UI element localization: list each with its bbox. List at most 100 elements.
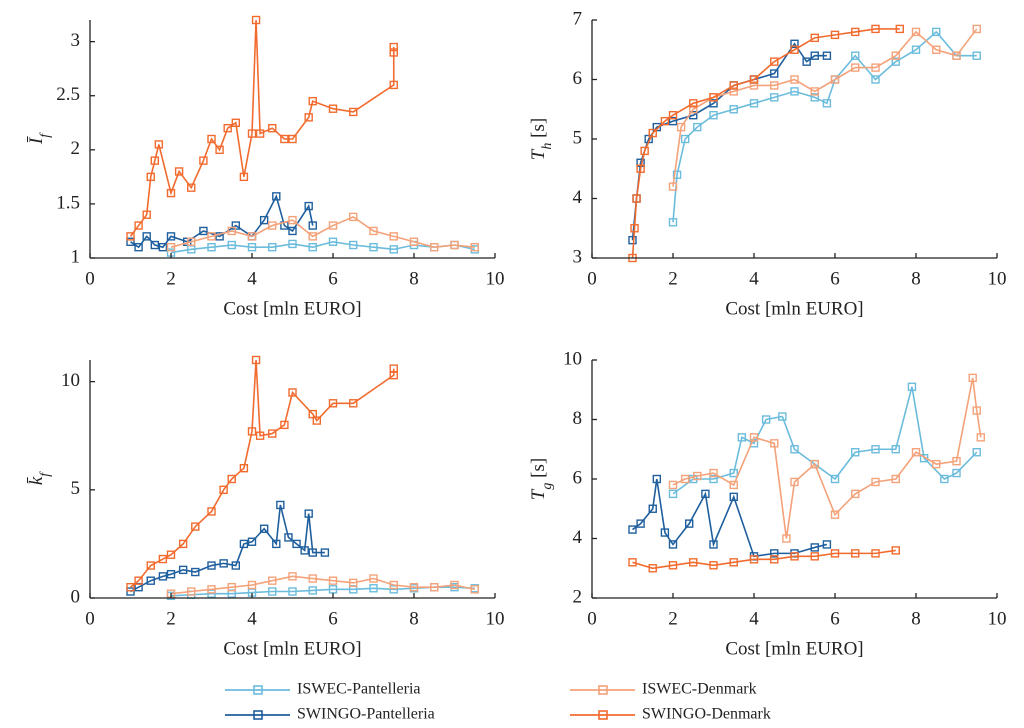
marker — [166, 570, 176, 579]
series-line — [129, 19, 395, 237]
marker — [636, 164, 645, 173]
marker — [891, 57, 900, 66]
marker — [215, 232, 224, 241]
marker — [308, 574, 317, 583]
marker — [207, 585, 216, 594]
marker — [268, 242, 277, 252]
marker — [701, 489, 710, 499]
marker — [268, 576, 277, 585]
y-tick-label: 7 — [573, 8, 583, 29]
marker — [891, 51, 900, 60]
marker — [680, 134, 690, 144]
marker — [932, 459, 941, 469]
x-tick-label: 10 — [486, 268, 505, 289]
marker — [709, 468, 718, 478]
marker — [830, 549, 840, 558]
marker — [749, 439, 759, 448]
marker — [231, 118, 241, 127]
marker — [247, 242, 257, 252]
marker — [389, 245, 398, 254]
marker — [628, 558, 637, 567]
marker — [680, 474, 690, 484]
marker — [749, 433, 759, 442]
marker — [166, 550, 176, 559]
marker — [158, 242, 168, 252]
y-axis-label-part: f — [38, 132, 53, 138]
series-line — [632, 549, 896, 570]
marker — [450, 240, 459, 250]
legend-marker — [598, 685, 608, 695]
marker — [770, 439, 779, 448]
marker — [729, 480, 738, 490]
marker — [672, 170, 682, 179]
marker — [126, 582, 135, 592]
marker — [215, 145, 224, 155]
marker — [320, 548, 330, 557]
x-tick-label: 2 — [166, 268, 176, 289]
marker — [304, 201, 313, 211]
y-tick-label: 3 — [573, 246, 583, 267]
marker — [802, 57, 811, 66]
marker — [660, 116, 670, 126]
marker — [851, 489, 860, 499]
legend-label: ISWEC-Pantelleria — [297, 681, 421, 698]
marker — [126, 587, 135, 596]
marker — [349, 107, 358, 117]
marker — [470, 585, 479, 594]
marker — [328, 104, 338, 113]
marker — [652, 474, 661, 484]
marker — [470, 242, 479, 252]
y-axis-label: Tg [s] — [528, 458, 554, 500]
marker — [207, 561, 216, 570]
marker — [851, 27, 860, 37]
marker — [288, 388, 297, 397]
marker — [199, 226, 208, 236]
marker — [288, 587, 297, 596]
marker — [308, 232, 317, 241]
marker — [369, 584, 378, 593]
x-tick-label: 4 — [749, 608, 759, 629]
marker — [328, 585, 338, 594]
marker — [790, 477, 799, 487]
x-tick-label: 0 — [85, 268, 95, 289]
y-tick-label: 8 — [573, 408, 583, 429]
marker — [191, 567, 200, 577]
marker — [871, 63, 880, 72]
marker — [146, 561, 155, 570]
marker — [207, 507, 216, 516]
marker — [312, 416, 321, 425]
x-axis-label: Cost [mln EURO] — [223, 638, 361, 659]
marker — [255, 431, 265, 440]
series-line — [631, 42, 827, 241]
marker — [770, 549, 779, 558]
marker — [822, 99, 832, 108]
marker — [810, 33, 819, 43]
x-tick-label: 8 — [409, 268, 419, 289]
marker — [219, 485, 228, 495]
marker — [328, 576, 338, 585]
marker — [689, 558, 698, 567]
x-tick-label: 2 — [668, 608, 678, 629]
y-axis-label-part: h — [540, 143, 555, 150]
marker — [790, 87, 799, 96]
marker — [227, 582, 236, 592]
marker — [389, 80, 398, 90]
x-tick-label: 2 — [166, 608, 176, 629]
marker — [729, 105, 738, 114]
marker — [272, 539, 281, 549]
y-axis-label-part: T — [528, 148, 549, 160]
y-axis-label-part: [s] — [528, 118, 549, 143]
marker — [154, 140, 164, 149]
y-axis-label: k̄f — [26, 471, 52, 485]
marker — [729, 492, 738, 502]
marker — [636, 519, 645, 528]
legend-marker — [598, 710, 608, 720]
marker — [628, 525, 637, 534]
marker — [871, 445, 880, 454]
x-tick-label: 0 — [587, 268, 597, 289]
marker — [972, 406, 981, 415]
marker — [389, 364, 398, 373]
marker — [782, 534, 791, 543]
marker — [178, 539, 188, 549]
